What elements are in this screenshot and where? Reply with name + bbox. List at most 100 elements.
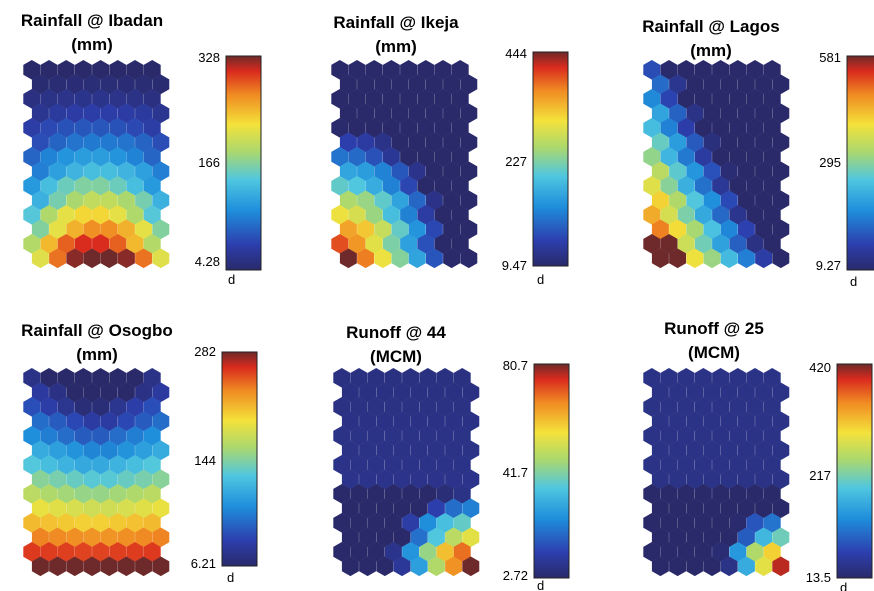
hex-cell (755, 382, 773, 403)
hex-cell (417, 234, 435, 254)
hex-cell (763, 89, 781, 109)
hex-cell (49, 103, 67, 124)
hex-cell (367, 484, 385, 504)
colorbar-min-label: 6.21 (191, 556, 216, 571)
hex-cell (393, 556, 411, 577)
hex-cell (117, 469, 135, 490)
hex-cell (117, 498, 135, 519)
hex-cell (49, 411, 67, 432)
hex-cell (357, 103, 375, 124)
hex-cell (651, 527, 669, 548)
hex-cell (703, 161, 721, 182)
hex-cell (755, 219, 773, 240)
hex-cell (74, 60, 92, 80)
hex-cell (772, 382, 790, 403)
hex-cell (126, 234, 144, 254)
hex-cell (57, 455, 75, 475)
hex-cell (408, 219, 426, 240)
hex-cell (677, 426, 695, 446)
hex-cell (763, 455, 781, 475)
panel-title-line1: Runoff @ 44 (346, 323, 446, 342)
hex-cell (686, 440, 704, 461)
hex-cell (686, 556, 704, 577)
panel-title-line1: Rainfall @ Ikeja (333, 13, 459, 32)
colorbar-min-label: 9.47 (502, 258, 527, 273)
hex-cell (417, 205, 435, 225)
hex-cell (126, 147, 144, 167)
hex-cell (117, 440, 135, 461)
hex-cell (331, 176, 349, 196)
hex-cell (643, 484, 661, 504)
hex-cell (367, 513, 385, 533)
hex-cell (746, 205, 764, 225)
hex-cell (451, 89, 469, 109)
hex-cell (331, 118, 349, 138)
hex-cell (434, 176, 452, 196)
hex-cell (462, 469, 480, 490)
hex-cell (152, 469, 170, 490)
hex-cell (643, 205, 661, 225)
hex-cell (462, 382, 480, 403)
hex-cell (333, 455, 351, 475)
colorbar-min-label: 2.72 (503, 568, 528, 583)
hex-cell (427, 411, 445, 432)
hex-cell (359, 469, 377, 490)
hex-cell (350, 368, 368, 388)
hex-cell (23, 542, 41, 562)
hex-cell (462, 411, 480, 432)
hex-cell (376, 556, 394, 577)
hex-cell (74, 513, 92, 533)
hex-cell (669, 103, 687, 124)
panel-rainfall-ibadan: Rainfall @ Ibadan (mm) 328 166 4.28 d (21, 11, 262, 287)
hex-cell (643, 542, 661, 562)
hex-cell (348, 118, 366, 138)
hex-cell (74, 368, 92, 388)
hex-cell (49, 469, 67, 490)
hex-cell (350, 426, 368, 446)
hex-cell (694, 205, 712, 225)
hex-cell (643, 513, 661, 533)
colorbar-d-label: d (537, 272, 544, 287)
hex-cell (135, 74, 153, 95)
hex-cell (755, 190, 773, 211)
hex-cell (384, 397, 402, 417)
colorbar-mid-label: 144 (194, 453, 216, 468)
hex-cell (359, 527, 377, 548)
hex-cell (357, 74, 375, 95)
hex-cell (126, 397, 144, 417)
hex-cell (755, 498, 773, 519)
hex-cell (365, 147, 383, 167)
hex-map (23, 368, 170, 577)
hex-map (331, 60, 478, 269)
hex-cell (66, 411, 84, 432)
hex-cell (143, 176, 161, 196)
hex-cell (109, 89, 127, 109)
hex-cell (445, 469, 463, 490)
hex-cell (772, 469, 790, 490)
hex-cell (651, 190, 669, 211)
hex-cell (40, 513, 58, 533)
hex-cell (772, 132, 790, 153)
hex-cell (359, 440, 377, 461)
hex-cell (643, 455, 661, 475)
hex-cell (651, 556, 669, 577)
hex-cell (755, 74, 773, 95)
hex-cell (737, 74, 755, 95)
hex-cell (737, 556, 755, 577)
hex-cell (453, 455, 471, 475)
hex-cell (677, 513, 695, 533)
hex-cell (382, 118, 400, 138)
hex-cell (376, 498, 394, 519)
hex-cell (651, 161, 669, 182)
hex-cell (763, 484, 781, 504)
hex-cell (669, 498, 687, 519)
hex-cell (74, 89, 92, 109)
hex-cell (393, 498, 411, 519)
hex-cell (31, 248, 49, 269)
hex-cell (445, 411, 463, 432)
hex-cell (720, 161, 738, 182)
hex-cell (400, 89, 418, 109)
hex-cell (374, 190, 392, 211)
hex-cell (100, 74, 118, 95)
hex-cell (57, 89, 75, 109)
